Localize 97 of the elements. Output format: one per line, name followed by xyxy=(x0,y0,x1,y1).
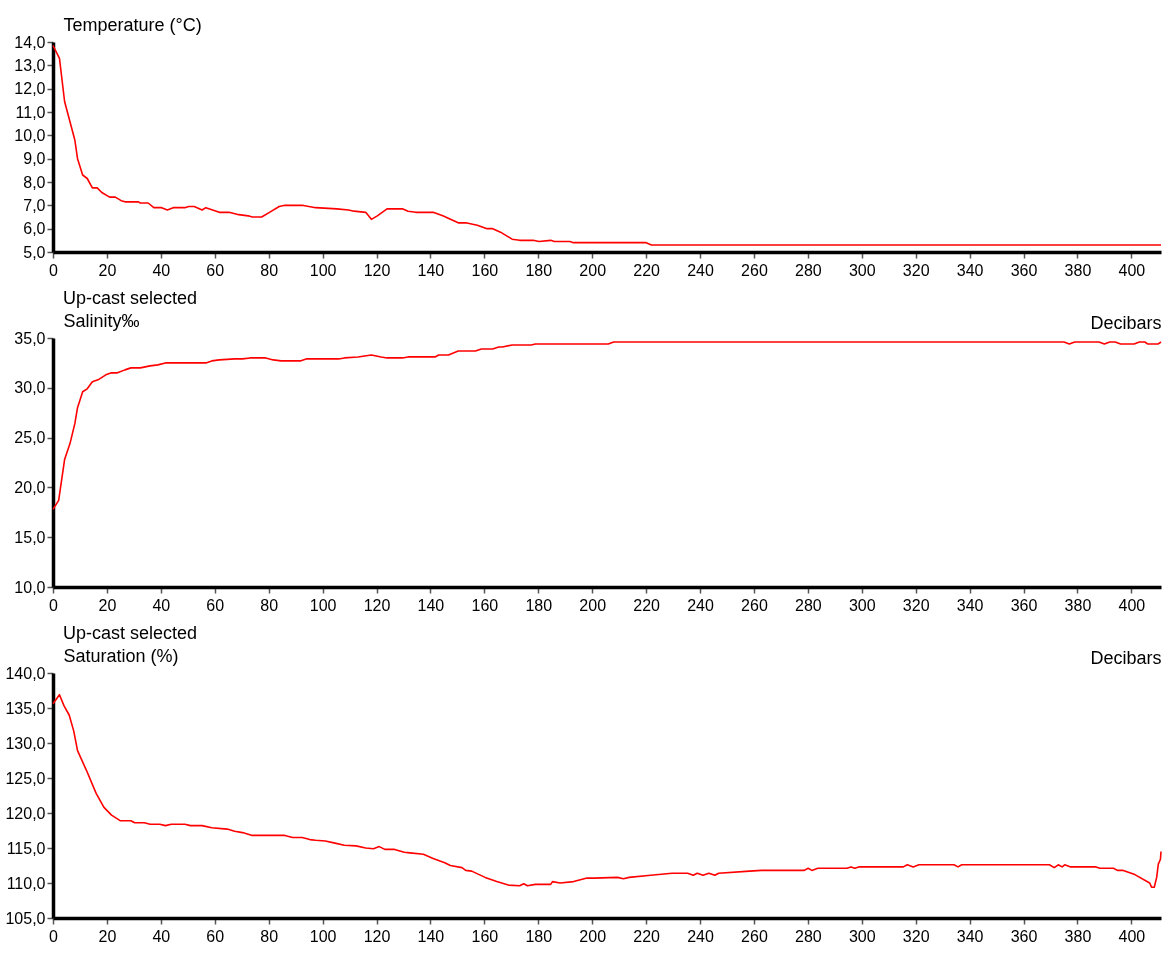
x-tick-label: 100 xyxy=(309,596,337,614)
x-tick-label: 80 xyxy=(260,261,279,279)
x-tick-label: 260 xyxy=(741,261,768,279)
x-tick-label: 160 xyxy=(471,261,499,279)
x-tick-label: 20 xyxy=(98,596,117,614)
x-tick-label: 200 xyxy=(579,596,607,614)
y-tick-label: 125,0 xyxy=(5,769,46,787)
x-tick-label: 240 xyxy=(687,261,714,279)
x-tick-label: 340 xyxy=(956,261,984,279)
y-tick-label: 115,0 xyxy=(6,839,46,857)
chart-title: Up-cast selected xyxy=(63,623,198,643)
x-tick-label: 140 xyxy=(417,596,445,614)
x-tick-label: 360 xyxy=(1010,596,1038,614)
x-axis-title: Decibars xyxy=(1090,312,1162,333)
x-tick-label: 40 xyxy=(152,261,171,279)
x-tick-label: 360 xyxy=(1010,927,1038,945)
x-tick-label: 320 xyxy=(902,927,930,945)
y-tick-label: 120,0 xyxy=(5,804,46,822)
x-tick-label: 80 xyxy=(260,927,279,945)
x-tick-label: 380 xyxy=(1064,261,1092,279)
x-tick-label: 340 xyxy=(956,596,984,614)
y-axis-title: Salinity‰ xyxy=(63,310,140,331)
x-tick-label: 120 xyxy=(363,927,391,945)
x-tick-label: 160 xyxy=(471,927,499,945)
y-tick-label: 25,0 xyxy=(14,429,46,447)
x-tick-label: 20 xyxy=(98,927,117,945)
x-tick-label: 200 xyxy=(579,927,607,945)
x-tick-label: 400 xyxy=(1118,261,1146,279)
y-tick-label: 15,0 xyxy=(14,528,46,546)
x-tick-label: 40 xyxy=(152,927,171,945)
x-tick-label: 220 xyxy=(633,261,661,279)
x-tick-label: 160 xyxy=(471,596,499,614)
chart-title: Up-cast selected xyxy=(63,288,198,308)
x-tick-label: 60 xyxy=(206,596,225,614)
x-tick-label: 320 xyxy=(902,261,930,279)
y-tick-label: 5,0 xyxy=(23,243,46,261)
x-tick-label: 280 xyxy=(794,596,822,614)
x-tick-label: 280 xyxy=(794,261,822,279)
x-tick-label: 0 xyxy=(49,927,59,945)
x-tick-label: 60 xyxy=(206,261,225,279)
y-tick-label: 30,0 xyxy=(14,379,46,397)
x-tick-label: 280 xyxy=(794,927,822,945)
y-tick-label: 130,0 xyxy=(5,734,46,752)
x-tick-label: 360 xyxy=(1010,261,1038,279)
x-tick-label: 180 xyxy=(525,596,553,614)
x-tick-label: 180 xyxy=(525,261,553,279)
x-tick-label: 40 xyxy=(152,596,171,614)
line-series xyxy=(52,693,1162,888)
y-tick-label: 20,0 xyxy=(14,478,46,496)
x-tick-label: 220 xyxy=(633,596,661,614)
y-tick-label: 9,0 xyxy=(23,150,46,168)
x-tick-label: 120 xyxy=(363,596,391,614)
x-tick-label: 340 xyxy=(956,927,984,945)
y-tick-label: 10,0 xyxy=(14,126,46,144)
y-tick-label: 11,0 xyxy=(15,103,46,121)
x-tick-label: 380 xyxy=(1064,927,1092,945)
x-axis-title: Decibars xyxy=(1090,647,1162,668)
x-tick-label: 240 xyxy=(687,596,714,614)
x-tick-label: 300 xyxy=(848,596,876,614)
x-tick-label: 220 xyxy=(633,927,661,945)
y-axis-title: Saturation (%) xyxy=(63,645,179,666)
y-tick-label: 35,0 xyxy=(14,329,46,347)
x-tick-label: 300 xyxy=(848,927,876,945)
x-tick-label: 0 xyxy=(49,261,59,279)
y-tick-label: 8,0 xyxy=(23,173,46,191)
x-tick-label: 80 xyxy=(260,596,279,614)
line-series xyxy=(52,44,1162,246)
y-tick-label: 7,0 xyxy=(23,196,46,214)
x-tick-label: 140 xyxy=(417,927,445,945)
y-axis-title: Temperature (°C) xyxy=(63,14,202,35)
y-tick-label: 135,0 xyxy=(5,699,46,717)
x-tick-label: 300 xyxy=(848,261,876,279)
x-tick-label: 0 xyxy=(49,596,59,614)
x-tick-label: 60 xyxy=(206,927,225,945)
x-tick-label: 240 xyxy=(687,927,714,945)
x-tick-label: 100 xyxy=(309,261,337,279)
x-tick-label: 120 xyxy=(363,261,391,279)
y-tick-label: 10,0 xyxy=(14,578,46,596)
y-tick-label: 12,0 xyxy=(14,80,46,98)
x-tick-label: 400 xyxy=(1118,927,1146,945)
x-tick-label: 320 xyxy=(902,596,930,614)
x-tick-label: 260 xyxy=(741,596,768,614)
y-tick-label: 6,0 xyxy=(23,220,46,238)
x-tick-label: 20 xyxy=(98,261,117,279)
line-series xyxy=(52,341,1162,511)
x-tick-label: 260 xyxy=(741,927,768,945)
y-tick-label: 13,0 xyxy=(14,56,46,74)
y-tick-label: 14,0 xyxy=(14,33,46,51)
x-tick-label: 200 xyxy=(579,261,607,279)
x-tick-label: 140 xyxy=(417,261,445,279)
x-tick-label: 380 xyxy=(1064,596,1092,614)
x-tick-label: 180 xyxy=(525,927,553,945)
y-tick-label: 105,0 xyxy=(5,909,46,927)
x-tick-label: 100 xyxy=(309,927,337,945)
x-tick-label: 400 xyxy=(1118,596,1146,614)
y-tick-label: 140,0 xyxy=(5,664,46,682)
y-tick-label: 110,0 xyxy=(6,874,46,892)
